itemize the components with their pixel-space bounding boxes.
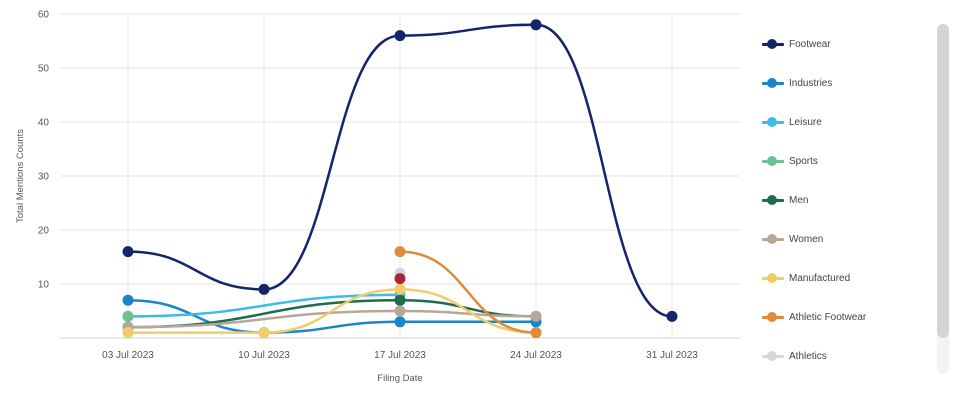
x-axis-title: Filing Date [377,373,422,384]
data-point[interactable] [666,310,678,322]
legend-item[interactable]: Men [762,192,808,208]
legend-label: Sports [789,155,818,167]
legend-swatch [762,272,784,284]
data-point[interactable] [394,246,406,258]
y-tick-label: 10 [38,280,50,291]
legend-swatch [762,38,784,50]
legend-swatch [762,77,784,89]
series-line[interactable] [126,293,402,318]
data-point[interactable] [122,294,134,306]
legend-label: Athletics [789,350,827,362]
data-point[interactable] [122,327,134,339]
y-axis-title: Total Mentions Counts [15,129,26,223]
data-point[interactable] [394,294,406,306]
series-line[interactable] [398,250,538,334]
axes: 10 20 30 40 50 60 03 Jul 2023 10 Jul 2023 17 Jul… [38,10,740,361]
y-tick-label: 60 [38,10,50,21]
legend-swatch [762,350,784,362]
legend-item[interactable]: Women [762,231,823,247]
legend-label: Leisure [789,116,822,128]
data-point[interactable] [394,283,406,295]
series-line[interactable] [126,298,538,334]
data-point[interactable] [394,316,406,328]
grid [60,13,740,338]
x-tick-label: 24 Jul 2023 [510,350,562,361]
data-point[interactable] [394,305,406,317]
data-points [122,19,678,339]
y-tick-label: 40 [38,118,50,129]
x-tick-label: 10 Jul 2023 [238,350,290,361]
x-tick-label: 31 Jul 2023 [646,350,698,361]
data-point[interactable] [258,283,270,295]
legend-swatch [762,155,784,167]
series-line[interactable] [126,298,538,329]
legend-swatch [762,116,784,128]
legend-label: Athletic Footwear [789,311,867,323]
legend-label: Industries [789,77,833,89]
y-tick-label: 30 [38,172,50,183]
data-point[interactable] [394,30,406,42]
series-line[interactable] [126,288,538,334]
legend-swatch [762,194,784,206]
x-tick-label: 17 Jul 2023 [374,350,426,361]
legend-label: Men [789,194,809,206]
legend-scrollbar-thumb[interactable] [937,24,949,338]
legend-label: Footwear [789,38,831,50]
legend-swatch [762,311,784,323]
legend-item[interactable]: Athletic Footwear [762,309,866,325]
data-point[interactable] [530,19,542,31]
y-tick-label: 50 [38,64,50,75]
legend-item[interactable]: Industries [762,75,832,91]
data-point[interactable] [258,327,270,339]
data-point[interactable] [122,310,134,322]
data-point[interactable] [530,327,542,339]
data-point[interactable] [394,273,406,285]
series-line[interactable] [126,309,538,329]
legend-item[interactable]: Sports [762,153,818,169]
legend-item[interactable]: Manufactured [762,270,850,286]
legend-label: Manufactured [789,272,851,284]
legend-scrollbar[interactable] [937,24,949,374]
legend-label: Women [789,233,824,245]
legend-item[interactable]: Athletics [762,348,827,364]
legend-item[interactable]: Leisure [762,114,822,130]
legend-item[interactable]: Footwear [762,36,831,52]
x-tick-label: 03 Jul 2023 [102,350,154,361]
y-tick-label: 20 [38,226,50,237]
legend-swatch [762,233,784,245]
data-point[interactable] [122,246,134,258]
data-point[interactable] [530,310,542,322]
